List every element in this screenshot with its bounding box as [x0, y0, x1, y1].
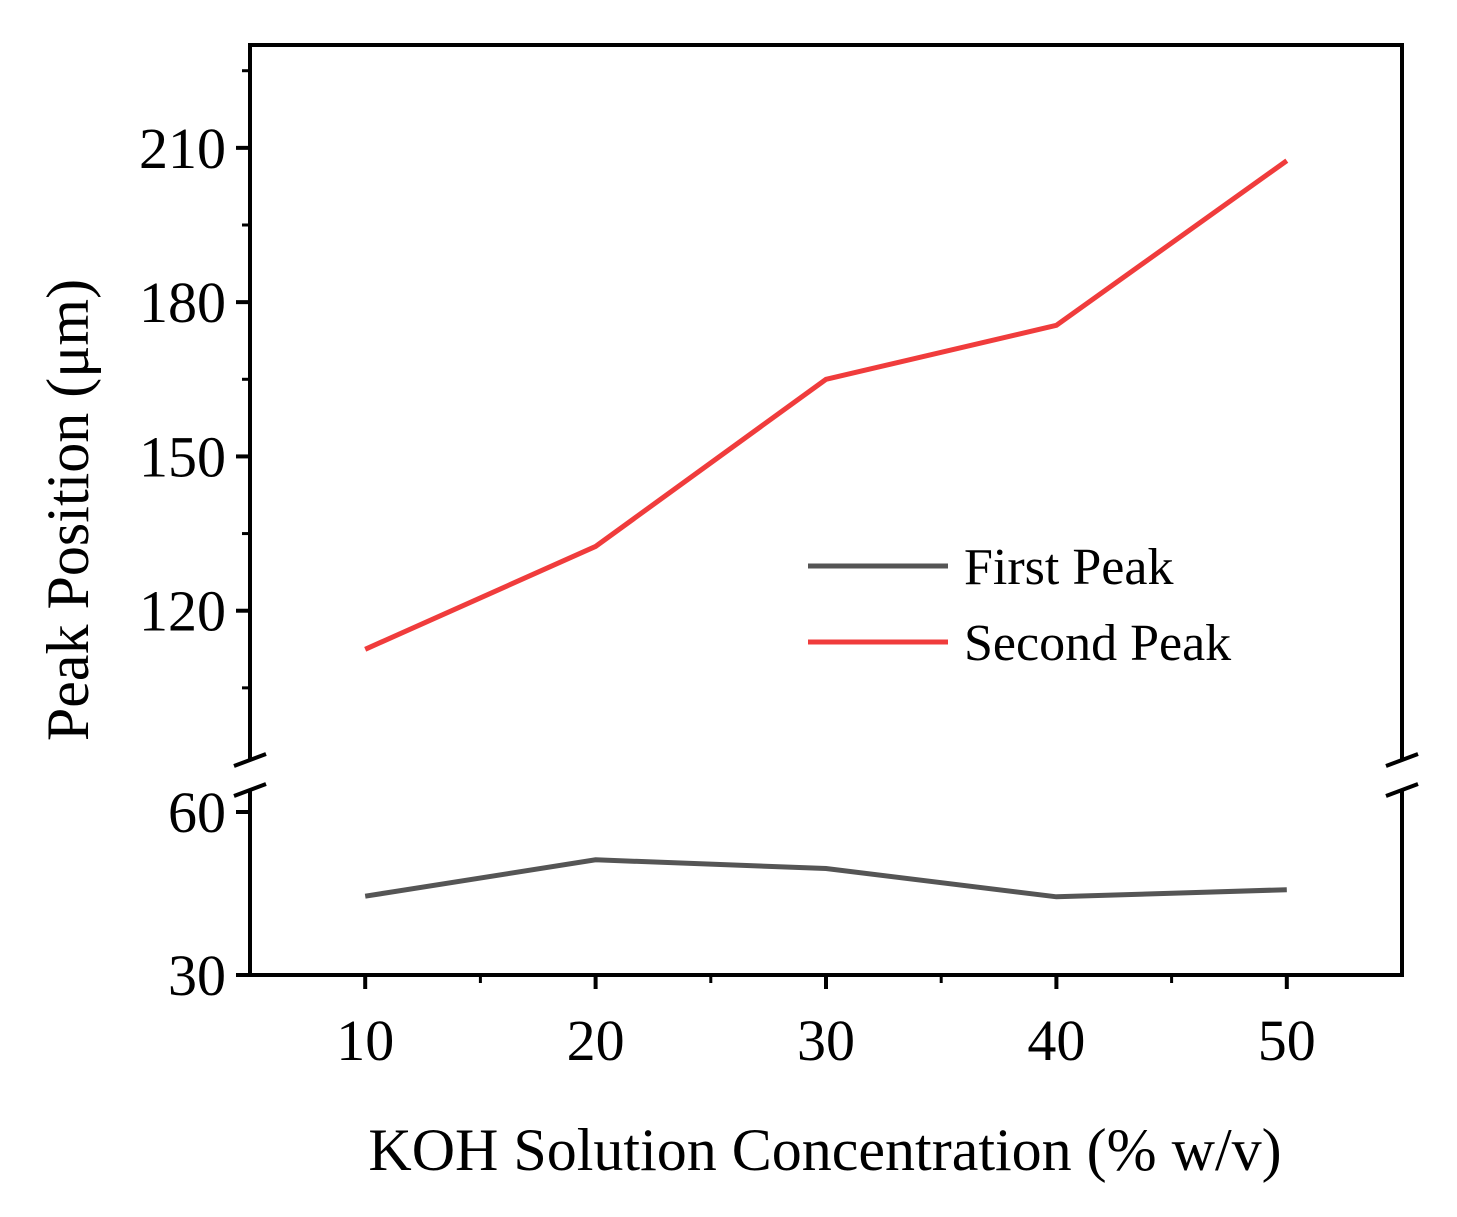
legend: First Peak Second Peak	[808, 539, 1231, 672]
right-axis-break-mark	[1384, 752, 1420, 798]
series-line-first-peak	[364, 857, 1287, 900]
y-tick-label-180: 180	[139, 270, 226, 335]
y-tick-label-120: 120	[139, 579, 226, 644]
y-tick-label-30: 30	[168, 943, 226, 1008]
tick-layer: 10 20 30 40 50 30 60 120 150 180 210	[139, 69, 1316, 1073]
plot-frame	[232, 43, 1420, 977]
y-axis-title: Peak Position (μm)	[35, 279, 101, 741]
x-axis-title: KOH Solution Concentration (% w/v)	[368, 1117, 1281, 1183]
y-tick-label-210: 210	[139, 116, 226, 181]
legend-label: Second Peak	[964, 615, 1231, 672]
x-tick-label-50: 50	[1258, 1008, 1316, 1073]
legend-label: First Peak	[964, 539, 1173, 596]
x-tick-label-40: 40	[1027, 1008, 1085, 1073]
series-layer	[364, 158, 1289, 900]
x-tick-label-30: 30	[797, 1008, 855, 1073]
x-tick-label-10: 10	[336, 1008, 394, 1073]
x-tick-label-20: 20	[567, 1008, 625, 1073]
y-tick-label-60: 60	[168, 780, 226, 845]
left-axis-break-mark	[232, 752, 268, 798]
legend-entry-second-peak: Second Peak	[808, 615, 1231, 672]
y-tick-label-150: 150	[139, 424, 226, 489]
legend-entry-first-peak: First Peak	[808, 539, 1173, 596]
